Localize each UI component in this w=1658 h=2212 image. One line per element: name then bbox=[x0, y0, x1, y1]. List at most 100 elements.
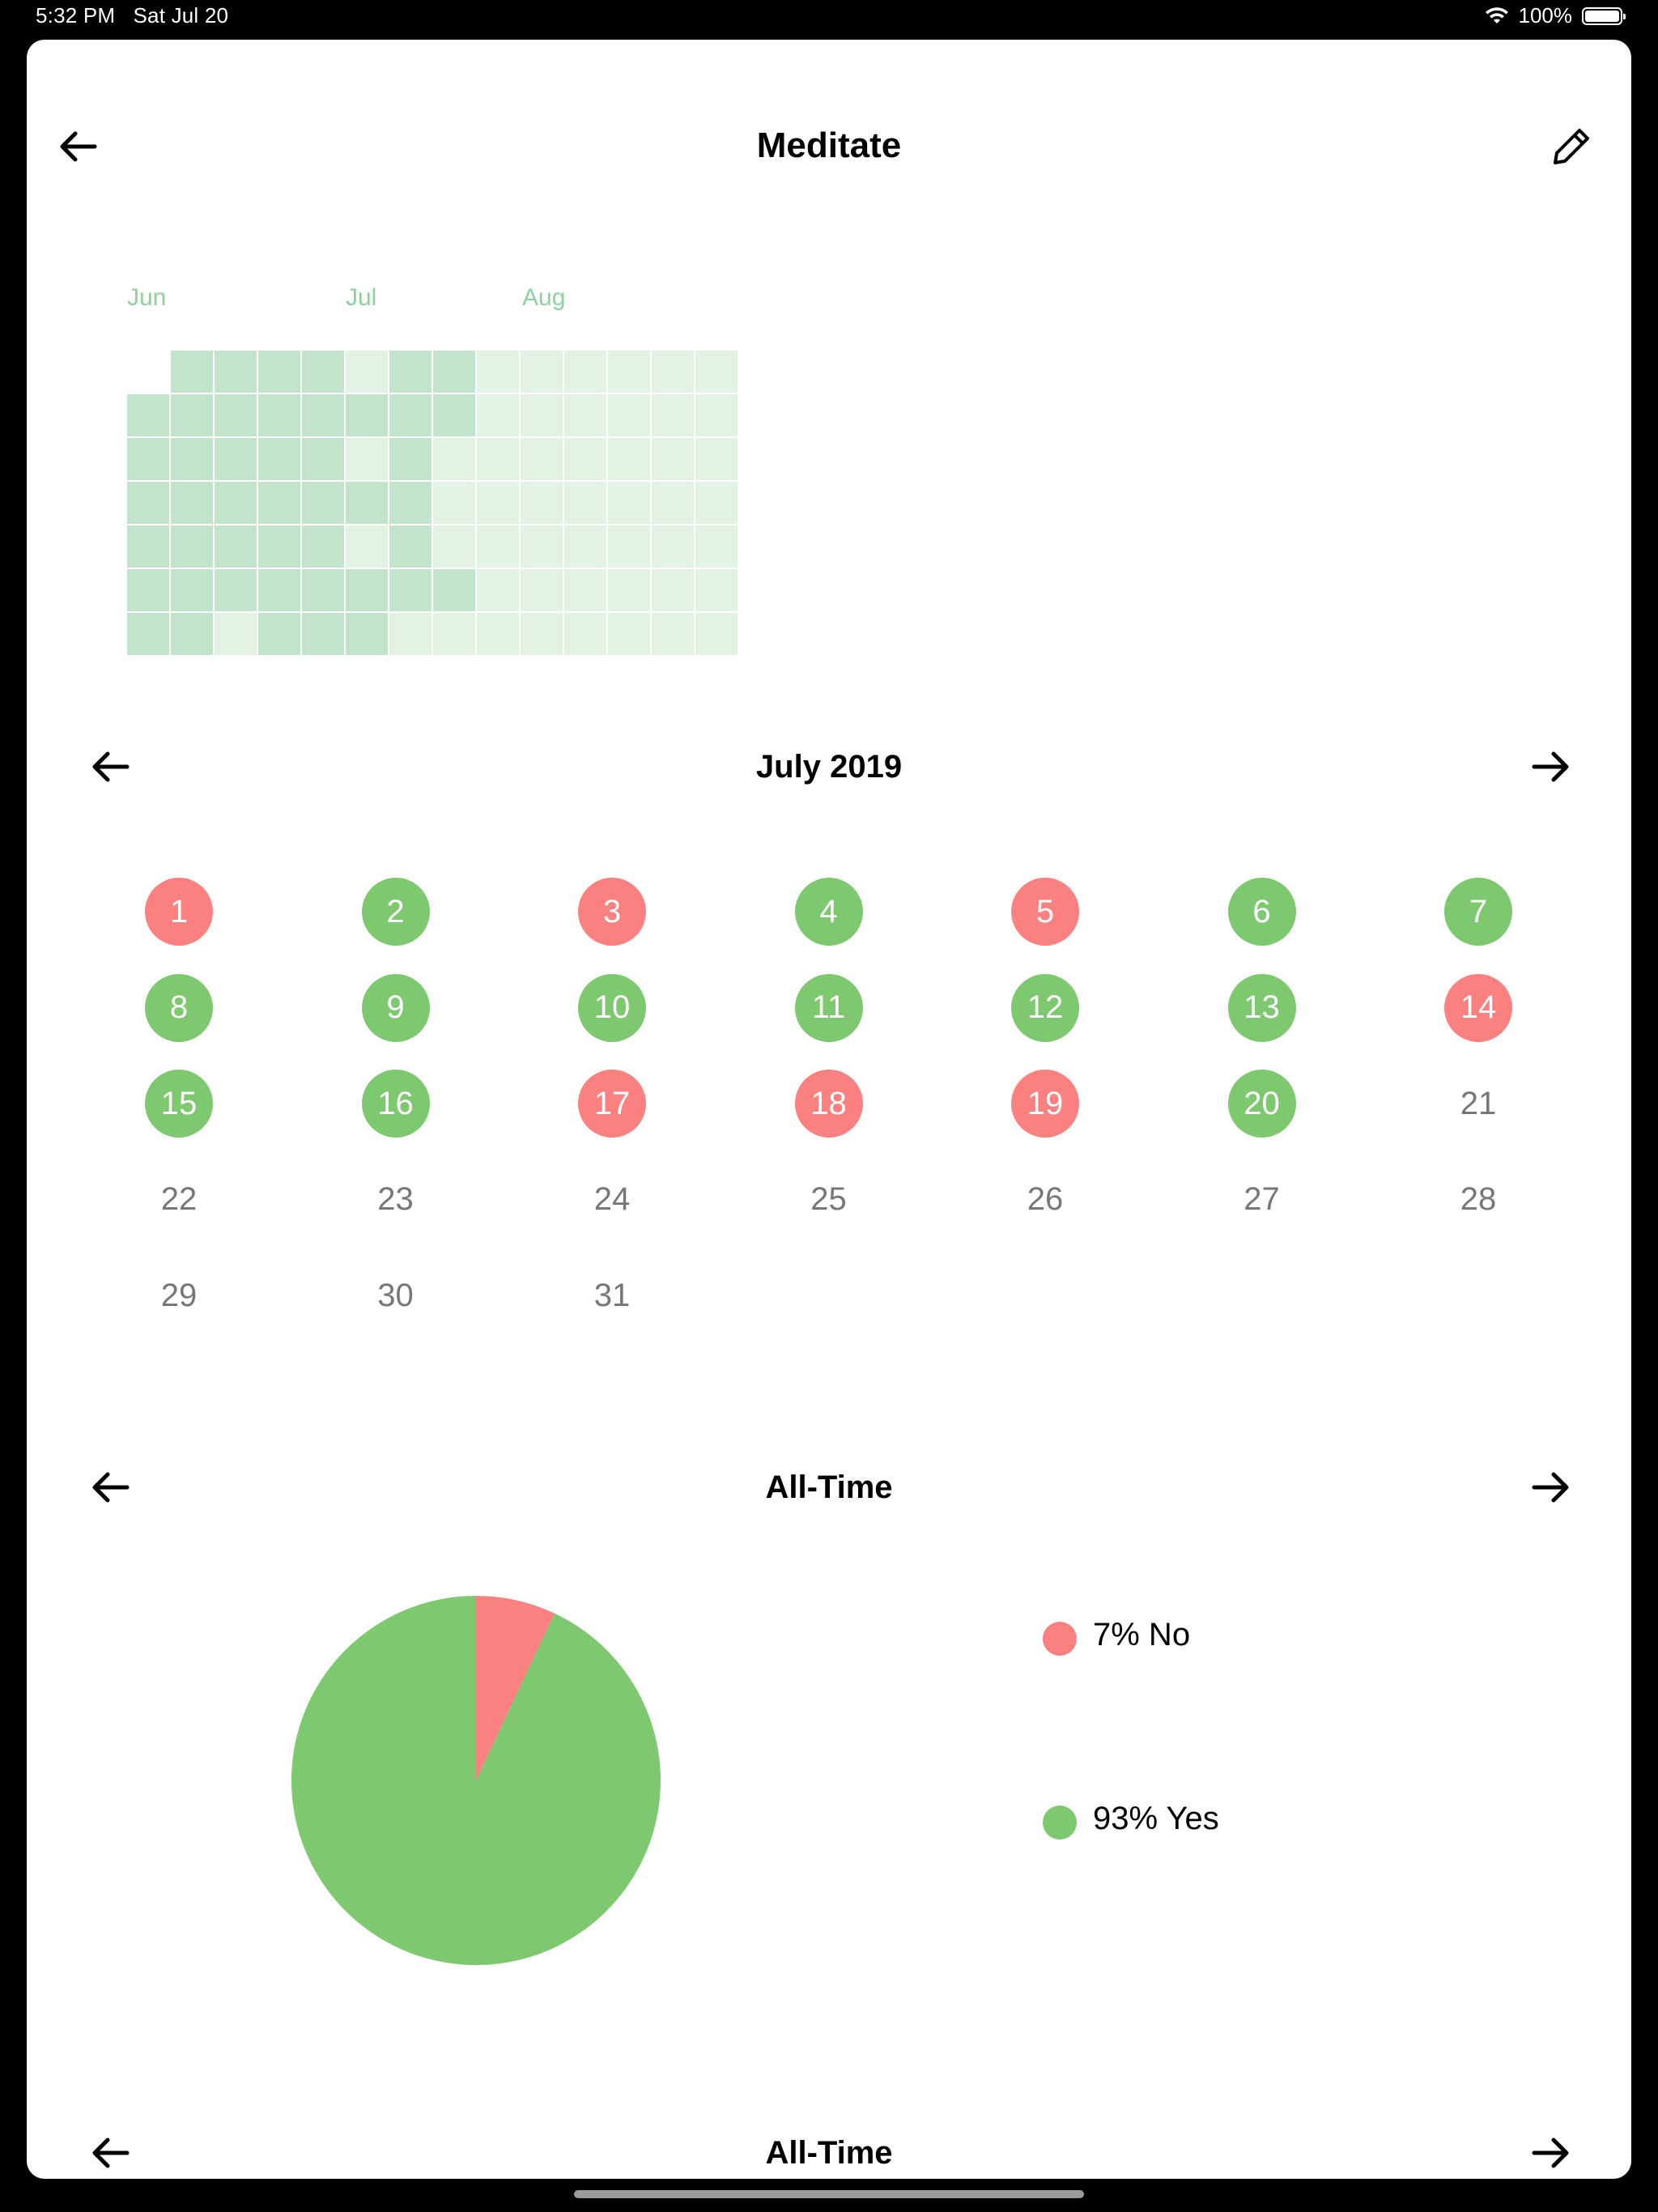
heatmap-cell bbox=[258, 569, 300, 611]
calendar-day[interactable]: 6 bbox=[1227, 878, 1296, 946]
heatmap-cell bbox=[389, 482, 432, 524]
heatmap-cell bbox=[389, 351, 432, 393]
calendar-day[interactable]: 29 bbox=[160, 1277, 198, 1313]
calendar-day[interactable]: 23 bbox=[377, 1181, 414, 1217]
legend-dot-no bbox=[1043, 1622, 1077, 1656]
calendar-day[interactable]: 26 bbox=[1027, 1181, 1064, 1217]
heatmap-cell bbox=[389, 394, 432, 436]
calendar-prev-button[interactable] bbox=[87, 744, 133, 789]
status-bar: 5:32 PM Sat Jul 20 100% bbox=[0, 0, 1658, 36]
calendar-day[interactable]: 7 bbox=[1444, 878, 1512, 946]
next-section-title: All-Time bbox=[765, 2135, 893, 2171]
calendar-day[interactable]: 15 bbox=[145, 1070, 213, 1138]
pencil-icon bbox=[1554, 129, 1589, 164]
calendar-day[interactable]: 1 bbox=[145, 878, 213, 946]
heatmap-cell bbox=[258, 482, 300, 524]
calendar-day[interactable]: 27 bbox=[1244, 1181, 1280, 1217]
heatmap-cell bbox=[477, 525, 519, 568]
heatmap-cell bbox=[608, 482, 650, 524]
calendar-day[interactable]: 10 bbox=[578, 973, 646, 1042]
back-button[interactable] bbox=[55, 124, 100, 169]
calendar-day[interactable]: 28 bbox=[1460, 1181, 1497, 1217]
heatmap-cell bbox=[521, 613, 563, 655]
next-section-next-button[interactable] bbox=[1528, 2130, 1574, 2176]
calendar-day[interactable]: 8 bbox=[145, 973, 213, 1042]
calendar-day[interactable]: 19 bbox=[1011, 1070, 1079, 1138]
calendar-day[interactable]: 24 bbox=[593, 1181, 631, 1217]
heatmap-cell bbox=[608, 394, 650, 436]
stats-period-title: All-Time bbox=[765, 1470, 893, 1505]
calendar-day[interactable]: 14 bbox=[1444, 973, 1512, 1042]
calendar-day[interactable]: 18 bbox=[794, 1070, 863, 1138]
legend-label-yes: 93% Yes bbox=[1093, 1801, 1219, 1836]
heatmap-cell bbox=[564, 351, 606, 393]
heatmap-cell bbox=[302, 438, 344, 480]
calendar-day[interactable]: 22 bbox=[160, 1181, 198, 1217]
calendar-day[interactable]: 5 bbox=[1011, 878, 1079, 946]
heatmap-cell bbox=[564, 569, 606, 611]
heatmap-cell bbox=[171, 525, 213, 568]
calendar-day[interactable]: 11 bbox=[794, 973, 863, 1042]
stats-prev-button[interactable] bbox=[87, 1465, 133, 1510]
stats-next-button[interactable] bbox=[1528, 1465, 1574, 1510]
heatmap-cell bbox=[433, 438, 475, 480]
heatmap-cell bbox=[127, 613, 169, 655]
heatmap-cell bbox=[389, 613, 432, 655]
heatmap-cell bbox=[171, 613, 213, 655]
heatmap-cell bbox=[346, 438, 388, 480]
calendar-day[interactable]: 21 bbox=[1460, 1085, 1497, 1121]
heatmap-cell bbox=[302, 525, 344, 568]
heatmap-cell bbox=[171, 569, 213, 611]
heatmap-cell bbox=[258, 613, 300, 655]
heatmap-cell bbox=[521, 351, 563, 393]
heatmap-cell bbox=[346, 613, 388, 655]
calendar-day[interactable]: 12 bbox=[1011, 973, 1079, 1042]
heatmap-cell bbox=[433, 613, 475, 655]
heatmap-cell bbox=[695, 394, 738, 436]
heatmap-cell bbox=[521, 438, 563, 480]
heatmap-month-label: Jun bbox=[127, 284, 167, 311]
heatmap-cell bbox=[127, 482, 169, 524]
heatmap-cell bbox=[652, 351, 694, 393]
calendar-day[interactable]: 2 bbox=[361, 878, 430, 946]
heatmap-cell bbox=[346, 394, 388, 436]
heatmap-cell bbox=[695, 438, 738, 480]
heatmap-cell bbox=[433, 569, 475, 611]
heatmap-cell bbox=[521, 525, 563, 568]
heatmap-cell bbox=[171, 482, 213, 524]
calendar-next-button[interactable] bbox=[1528, 744, 1574, 789]
edit-button[interactable] bbox=[1549, 124, 1594, 169]
heatmap-cell bbox=[302, 351, 344, 393]
calendar-day[interactable]: 9 bbox=[361, 973, 430, 1042]
calendar-day[interactable]: 17 bbox=[578, 1070, 646, 1138]
arrow-left-icon bbox=[92, 1472, 130, 1503]
calendar-day[interactable]: 31 bbox=[593, 1277, 631, 1313]
heatmap-cell bbox=[215, 525, 257, 568]
heatmap-cell bbox=[608, 569, 650, 611]
home-indicator[interactable] bbox=[574, 2190, 1084, 2198]
heatmap-cell bbox=[215, 438, 257, 480]
calendar-day[interactable]: 13 bbox=[1227, 973, 1296, 1042]
status-clock: 5:32 PM bbox=[36, 3, 116, 28]
heatmap-cell bbox=[564, 438, 606, 480]
heatmap-cell bbox=[127, 525, 169, 568]
status-time: 5:32 PM Sat Jul 20 bbox=[36, 3, 228, 28]
heatmap-cell bbox=[433, 482, 475, 524]
calendar-day[interactable]: 30 bbox=[377, 1277, 414, 1313]
calendar-day[interactable]: 4 bbox=[794, 878, 863, 946]
heatmap-cell bbox=[695, 482, 738, 524]
heatmap-cell bbox=[477, 438, 519, 480]
heatmap-cell bbox=[215, 394, 257, 436]
legend-label-no: 7% No bbox=[1093, 1617, 1191, 1653]
calendar-day[interactable]: 20 bbox=[1227, 1070, 1296, 1138]
calendar-day[interactable]: 3 bbox=[578, 878, 646, 946]
heatmap-cell bbox=[608, 525, 650, 568]
heatmap-cell bbox=[433, 351, 475, 393]
heatmap-cell bbox=[564, 394, 606, 436]
calendar-day[interactable]: 25 bbox=[810, 1181, 847, 1217]
next-section-prev-button[interactable] bbox=[87, 2130, 133, 2176]
heatmap-cell bbox=[171, 351, 213, 393]
calendar-day[interactable]: 16 bbox=[361, 1070, 430, 1138]
heatmap-cell bbox=[477, 351, 519, 393]
heatmap-cell bbox=[127, 438, 169, 480]
